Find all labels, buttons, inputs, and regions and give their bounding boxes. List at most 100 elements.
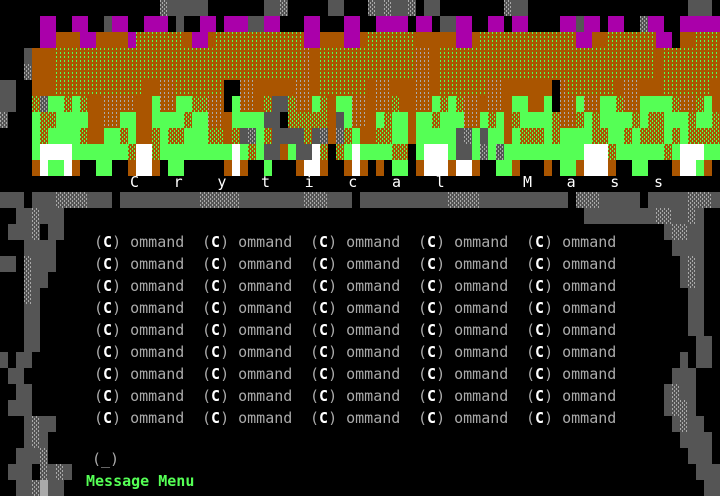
input-prompt[interactable]: (_) xyxy=(92,450,120,468)
command-label: ommand xyxy=(337,387,401,405)
command-menu-item[interactable]: (C) ommand xyxy=(418,231,526,253)
command-hotkey: C xyxy=(103,277,113,295)
command-menu-item[interactable]: (C) ommand xyxy=(526,407,634,429)
command-menu-item[interactable]: (C) ommand xyxy=(202,341,310,363)
command-menu-item[interactable]: (C) ommand xyxy=(526,231,634,253)
command-menu-item[interactable]: (C) ommand xyxy=(310,407,418,429)
command-menu-item[interactable]: (C) ommand xyxy=(202,385,310,407)
command-menu-item[interactable]: (C) ommand xyxy=(94,253,202,275)
command-open-paren: ( xyxy=(310,365,320,383)
command-menu-row: (C) ommand (C) ommand (C) ommand (C) ommand… xyxy=(94,231,634,253)
command-menu-item[interactable]: (C) ommand xyxy=(526,253,634,275)
command-menu-item[interactable]: (C) ommand xyxy=(418,363,526,385)
command-menu-item[interactable]: (C) ommand xyxy=(526,363,634,385)
command-menu-item[interactable]: (C) ommand xyxy=(202,253,310,275)
command-menu-item[interactable]: (C) ommand xyxy=(202,297,310,319)
command-menu-item[interactable]: (C) ommand xyxy=(94,319,202,341)
command-hotkey: C xyxy=(535,409,545,427)
command-menu-item[interactable]: (C) ommand xyxy=(310,341,418,363)
command-menu-item[interactable]: (C) ommand xyxy=(202,363,310,385)
command-label: ommand xyxy=(553,387,617,405)
command-menu-item[interactable]: (C) ommand xyxy=(310,297,418,319)
command-menu-item[interactable]: (C) ommand xyxy=(526,319,634,341)
command-close-paren: ) xyxy=(328,343,338,361)
command-label: ommand xyxy=(121,233,185,251)
command-open-paren: ( xyxy=(526,321,536,339)
command-menu-item[interactable]: (C) ommand xyxy=(94,363,202,385)
command-menu-item[interactable]: (C) ommand xyxy=(418,275,526,297)
command-close-paren: ) xyxy=(220,233,230,251)
command-open-paren: ( xyxy=(526,277,536,295)
command-close-paren: ) xyxy=(220,343,230,361)
command-menu-item[interactable]: (C) ommand xyxy=(310,275,418,297)
command-menu-item[interactable]: (C) ommand xyxy=(202,319,310,341)
command-label: ommand xyxy=(121,255,185,273)
command-label: ommand xyxy=(445,277,509,295)
command-open-paren: ( xyxy=(418,365,428,383)
command-hotkey: C xyxy=(427,277,437,295)
command-menu-item[interactable]: (C) ommand xyxy=(418,341,526,363)
command-close-paren: ) xyxy=(436,343,446,361)
command-menu-item[interactable]: (C) ommand xyxy=(310,319,418,341)
command-hotkey: C xyxy=(211,343,221,361)
command-menu-item[interactable]: (C) ommand xyxy=(418,319,526,341)
command-label: ommand xyxy=(553,299,617,317)
command-label: ommand xyxy=(229,321,293,339)
command-menu-item[interactable]: (C) ommand xyxy=(526,275,634,297)
command-label: ommand xyxy=(553,409,617,427)
command-open-paren: ( xyxy=(202,409,212,427)
command-menu-item[interactable]: (C) ommand xyxy=(418,385,526,407)
command-label: ommand xyxy=(337,365,401,383)
command-menu-item[interactable]: (C) ommand xyxy=(94,407,202,429)
command-menu-item[interactable]: (C) ommand xyxy=(418,253,526,275)
command-close-paren: ) xyxy=(220,255,230,273)
command-open-paren: ( xyxy=(418,321,428,339)
command-open-paren: ( xyxy=(418,277,428,295)
command-open-paren: ( xyxy=(94,343,104,361)
command-open-paren: ( xyxy=(94,365,104,383)
command-menu-item[interactable]: (C) ommand xyxy=(310,253,418,275)
command-menu-item[interactable]: (C) ommand xyxy=(418,297,526,319)
command-label: ommand xyxy=(445,321,509,339)
command-close-paren: ) xyxy=(112,387,122,405)
command-menu-item[interactable]: (C) ommand xyxy=(202,231,310,253)
command-hotkey: C xyxy=(535,365,545,383)
command-close-paren: ) xyxy=(544,277,554,295)
command-close-paren: ) xyxy=(112,255,122,273)
command-menu-item[interactable]: (C) ommand xyxy=(202,275,310,297)
command-close-paren: ) xyxy=(544,365,554,383)
command-menu-item[interactable]: (C) ommand xyxy=(418,407,526,429)
command-close-paren: ) xyxy=(436,409,446,427)
command-menu-item[interactable]: (C) ommand xyxy=(526,341,634,363)
command-close-paren: ) xyxy=(328,255,338,273)
command-label: ommand xyxy=(229,343,293,361)
command-hotkey: C xyxy=(427,299,437,317)
command-hotkey: C xyxy=(319,233,329,251)
command-menu-item[interactable]: (C) ommand xyxy=(526,297,634,319)
command-menu-item[interactable]: (C) ommand xyxy=(310,385,418,407)
command-menu-item[interactable]: (C) ommand xyxy=(94,297,202,319)
command-open-paren: ( xyxy=(526,343,536,361)
command-menu-item[interactable]: (C) ommand xyxy=(202,407,310,429)
command-menu-item[interactable]: (C) ommand xyxy=(526,385,634,407)
command-label: ommand xyxy=(445,409,509,427)
command-menu-item[interactable]: (C) ommand xyxy=(310,363,418,385)
command-label: ommand xyxy=(229,409,293,427)
command-open-paren: ( xyxy=(526,233,536,251)
command-menu-item[interactable]: (C) ommand xyxy=(310,231,418,253)
command-open-paren: ( xyxy=(94,277,104,295)
command-open-paren: ( xyxy=(418,409,428,427)
command-open-paren: ( xyxy=(418,343,428,361)
command-menu-item[interactable]: (C) ommand xyxy=(94,385,202,407)
command-menu-item[interactable]: (C) ommand xyxy=(94,231,202,253)
command-open-paren: ( xyxy=(310,233,320,251)
command-hotkey: C xyxy=(535,343,545,361)
command-label: ommand xyxy=(553,233,617,251)
command-label: ommand xyxy=(337,409,401,427)
command-close-paren: ) xyxy=(544,299,554,317)
command-menu-item[interactable]: (C) ommand xyxy=(94,341,202,363)
command-menu-item[interactable]: (C) ommand xyxy=(94,275,202,297)
command-open-paren: ( xyxy=(526,409,536,427)
command-menu-row: (C) ommand (C) ommand (C) ommand (C) ommand… xyxy=(94,407,634,429)
command-close-paren: ) xyxy=(328,299,338,317)
